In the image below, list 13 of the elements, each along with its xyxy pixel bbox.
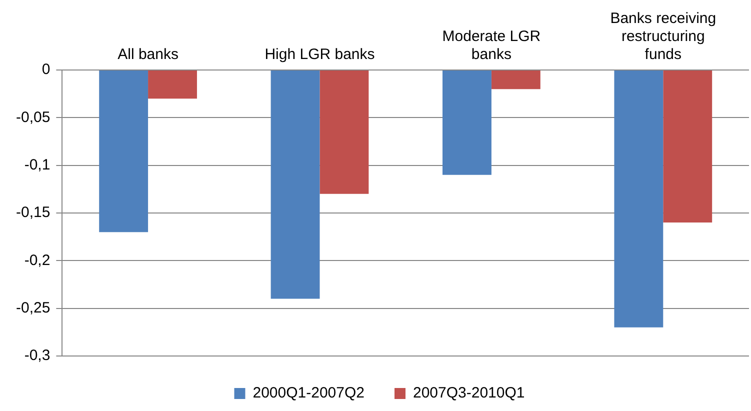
y-tick-label: -0,15 bbox=[16, 204, 50, 222]
y-tick-label: -0,2 bbox=[24, 252, 50, 269]
x-tick-label: High LGR banks bbox=[264, 46, 375, 64]
y-tick-label: -0,25 bbox=[16, 299, 50, 316]
y-tick-label: -0,1 bbox=[24, 156, 50, 174]
x-tick-label: All banks bbox=[118, 46, 178, 64]
x-tick-label: Banks receiving restructuring funds bbox=[610, 10, 716, 64]
x-tick-label: Moderate LGR banks bbox=[442, 28, 541, 64]
legend-label: 2000Q1-2007Q2 bbox=[252, 384, 365, 402]
y-tick-label: -0,3 bbox=[24, 347, 50, 364]
y-tick-label: -0,05 bbox=[16, 108, 50, 126]
y-tick-label: 0 bbox=[42, 61, 50, 78]
legend-label: 2007Q3-2010Q1 bbox=[413, 384, 525, 402]
